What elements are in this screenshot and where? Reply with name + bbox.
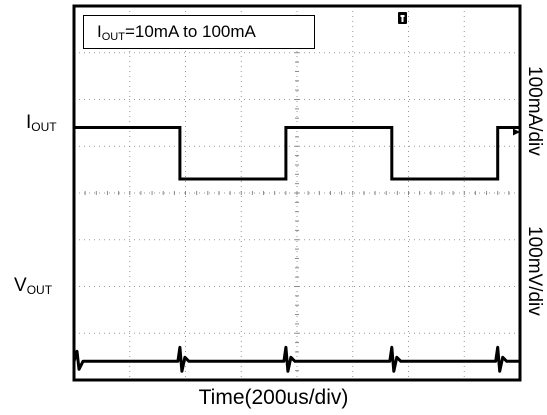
legend-box: IOUT=10mA to 100mA — [83, 15, 315, 49]
traces — [72, 126, 520, 373]
legend-range: =10mA to 100mA — [124, 22, 256, 41]
iout-label-sub: OUT — [31, 120, 57, 134]
iout-scale-label: 100mA/div — [524, 66, 545, 156]
vout-scale-label: 100mV/div — [524, 226, 545, 316]
plot-frame — [72, 4, 522, 382]
legend-subscript: OUT — [101, 31, 125, 43]
iout-label-main: I — [26, 112, 32, 133]
vout-label: VOUT — [14, 275, 52, 297]
legend-text: IOUT=10mA to 100mA — [97, 22, 256, 43]
vout-label-main: V — [14, 275, 27, 296]
legend-symbol: I — [97, 22, 102, 41]
level-marker-icon — [513, 128, 520, 136]
x-axis-label: Time(200us/div) — [198, 386, 349, 409]
vout-trace — [72, 345, 520, 373]
iout-trace — [74, 126, 520, 181]
trigger-marker-icon — [398, 12, 407, 24]
vout-label-sub: OUT — [26, 283, 53, 297]
iout-label: IOUT — [26, 112, 57, 134]
grid — [73, 5, 521, 381]
